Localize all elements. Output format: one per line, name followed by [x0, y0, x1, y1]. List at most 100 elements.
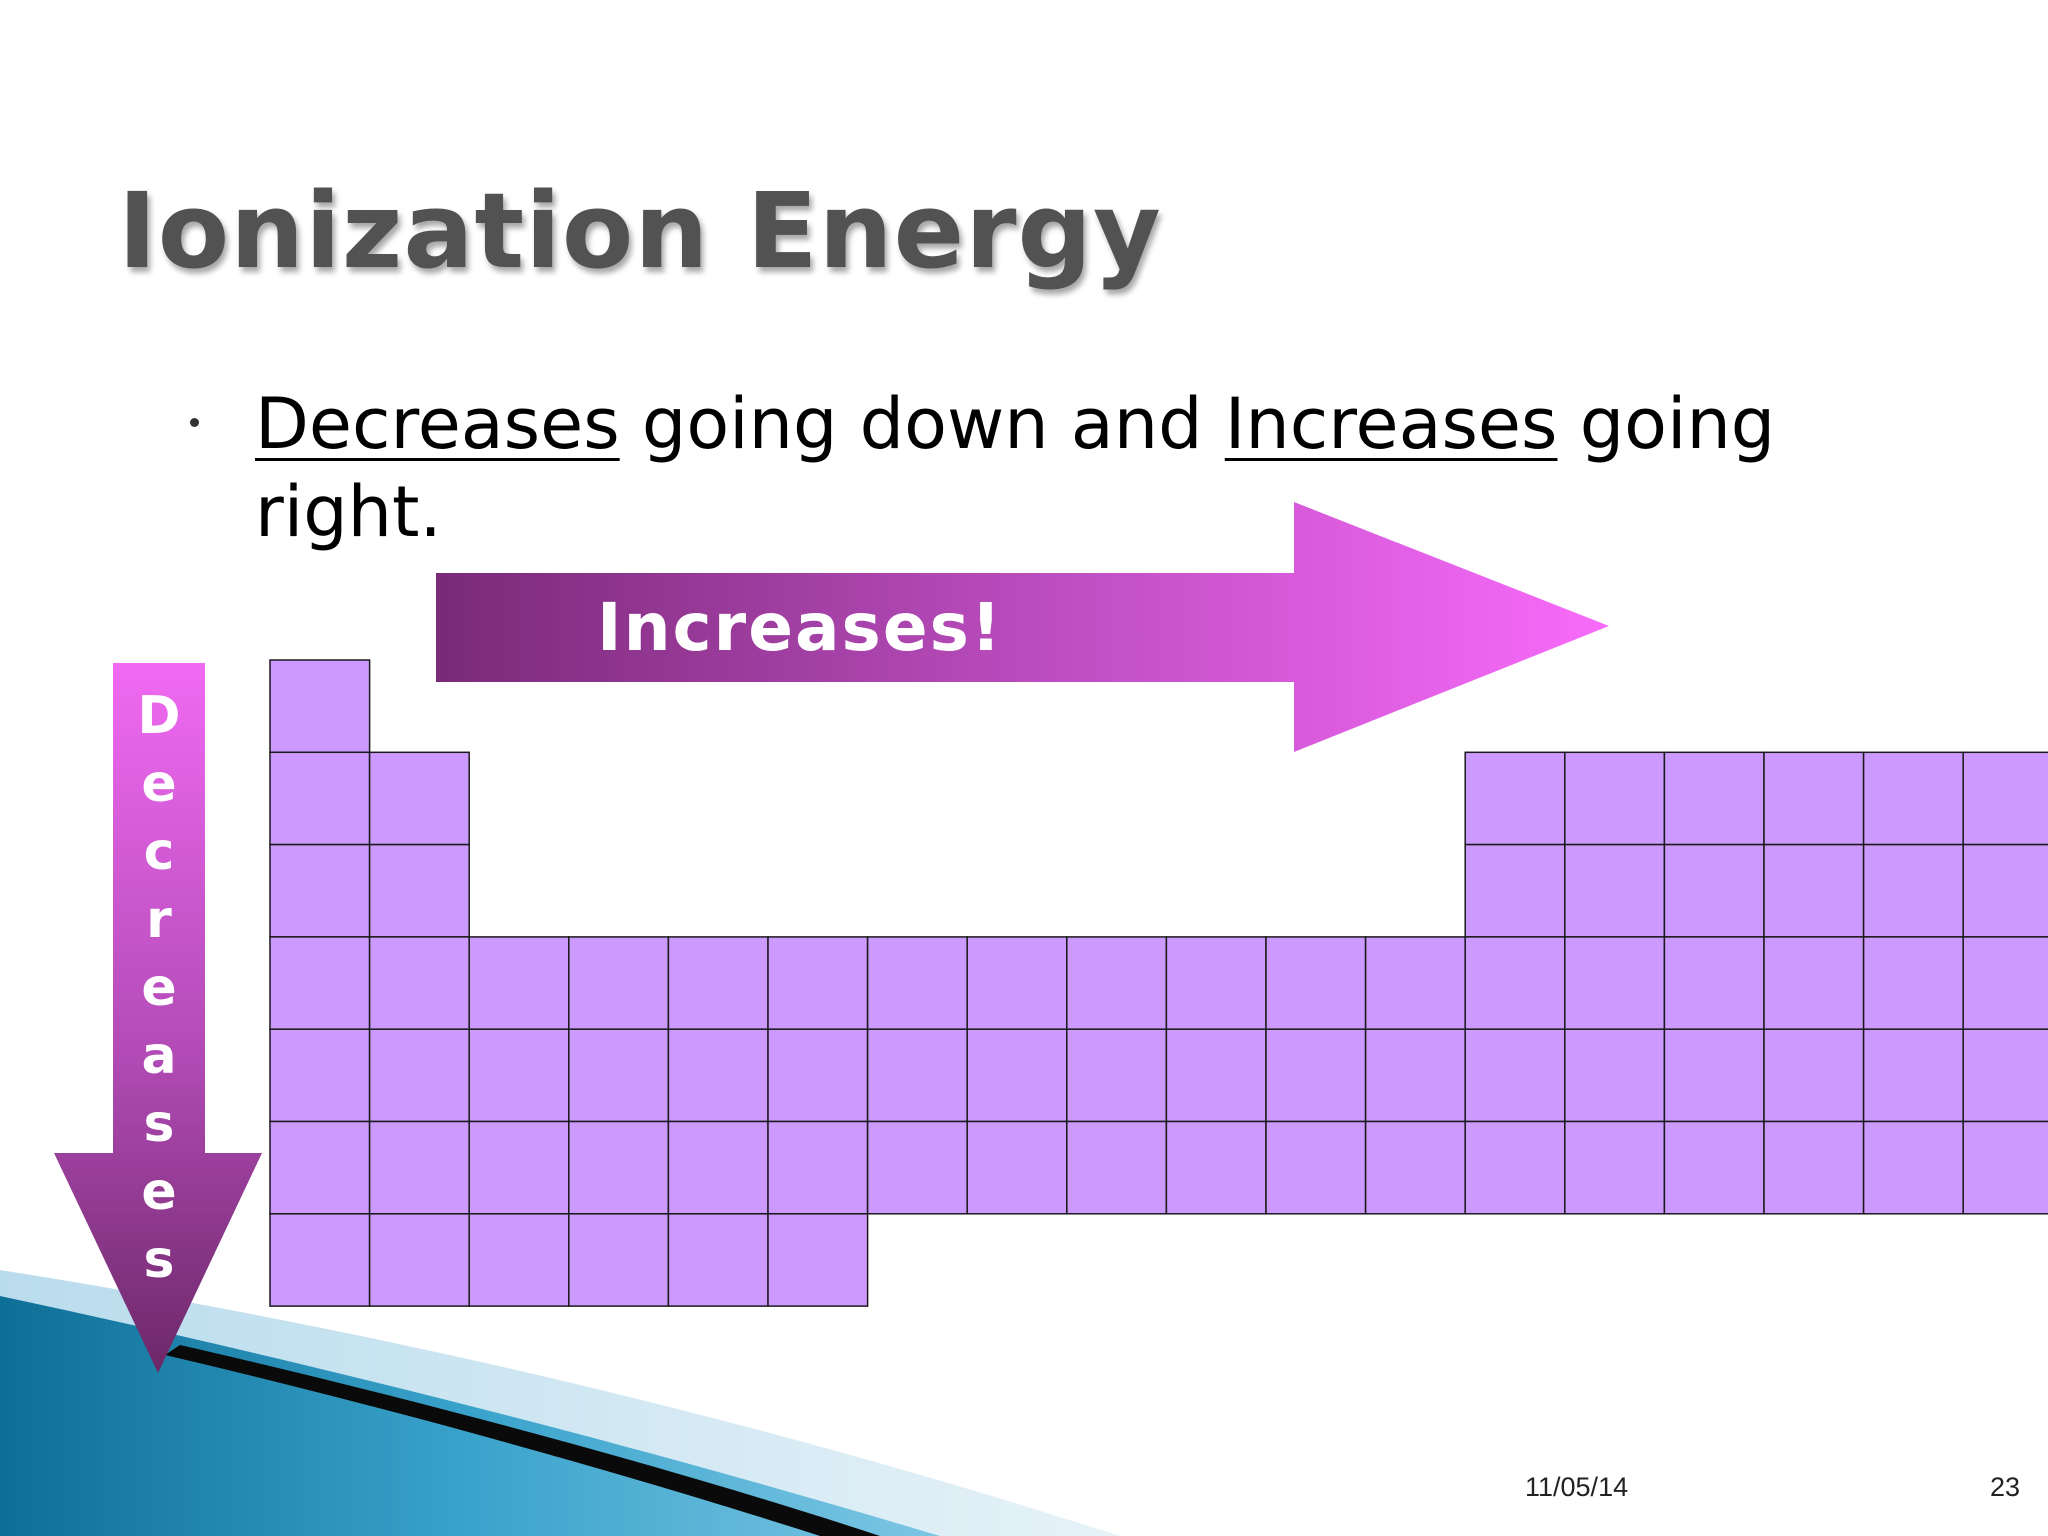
periodic-table-cell — [1364, 1028, 1466, 1123]
periodic-table-cell — [1265, 936, 1367, 1030]
periodic-table-cell — [1165, 1028, 1267, 1123]
periodic-table-cell — [368, 1028, 470, 1123]
periodic-table-cell — [1564, 936, 1666, 1030]
increases-arrow-label: Increases! — [597, 589, 1003, 666]
periodic-table-cell — [1962, 1120, 2048, 1215]
decreases-label-letter: D — [137, 686, 180, 746]
periodic-table-cell — [1066, 1120, 1168, 1215]
decreases-label-letter: s — [144, 1094, 175, 1154]
periodic-table-cell — [1663, 936, 1765, 1030]
periodic-table-cell — [269, 1028, 371, 1123]
periodic-table-cell — [1763, 1120, 1865, 1215]
periodic-table-cell — [767, 1120, 869, 1215]
periodic-table-cell — [1962, 843, 2048, 938]
periodic-table-cell — [1364, 936, 1466, 1030]
decreases-label-letter: e — [141, 1162, 176, 1222]
bullet-text-middle: going down and — [619, 383, 1225, 465]
periodic-table-cell — [269, 843, 371, 938]
periodic-table-cell — [1763, 936, 1865, 1030]
periodic-table-cell — [1862, 843, 1964, 938]
periodic-table-cell — [568, 1120, 670, 1215]
periodic-table-cell — [1066, 936, 1168, 1030]
periodic-table-cell — [269, 751, 371, 846]
periodic-table-cell — [767, 936, 869, 1030]
periodic-table-cell — [568, 1028, 670, 1123]
periodic-table-cell — [866, 936, 968, 1030]
periodic-table-cell — [568, 936, 670, 1030]
periodic-table-cell — [1165, 936, 1267, 1030]
periodic-table-cell — [1962, 751, 2048, 846]
decreases-label-letter: e — [141, 754, 176, 814]
periodic-table-cell — [966, 936, 1068, 1030]
periodic-table-cell — [966, 1120, 1068, 1215]
periodic-table-cell — [667, 1213, 769, 1307]
periodic-table-cell — [1265, 1028, 1367, 1123]
bullet-point-icon — [190, 418, 199, 427]
periodic-table-cell — [1265, 1120, 1367, 1215]
periodic-table-cell — [368, 1213, 470, 1307]
slide-number: 23 — [1989, 1472, 2020, 1502]
periodic-table-cell — [568, 1213, 670, 1307]
periodic-table-cell — [1962, 1028, 2048, 1123]
periodic-table-cell — [1862, 1120, 1964, 1215]
periodic-table-cell — [1564, 843, 1666, 938]
decreases-arrow: Decreases — [54, 663, 262, 1373]
decreases-label-letter: c — [144, 822, 175, 882]
periodic-table-cell — [368, 751, 470, 846]
periodic-table-cell — [1663, 751, 1765, 846]
periodic-table-cell — [269, 659, 371, 754]
slide-title: Ionization Energy — [118, 170, 1162, 292]
bullet-decreases-word: Decreases — [255, 383, 620, 465]
periodic-table-cell — [1663, 1028, 1765, 1123]
periodic-table-cell — [1862, 936, 1964, 1030]
bullet-text: Decreases going down and Increases going… — [255, 380, 1905, 556]
periodic-table-cell — [1464, 936, 1566, 1030]
periodic-table-grid — [269, 659, 2048, 1307]
periodic-table-cell — [1962, 936, 2048, 1030]
periodic-table-cell — [667, 936, 769, 1030]
periodic-table-cell — [667, 1028, 769, 1123]
periodic-table-cell — [1364, 1120, 1466, 1215]
decreases-label-letter: s — [144, 1230, 175, 1290]
decreases-label-letter: e — [141, 958, 176, 1018]
decreases-arrow-label: Decreases — [137, 686, 180, 1290]
periodic-table-cell — [1464, 751, 1566, 846]
periodic-table-cell — [1564, 751, 1666, 846]
periodic-table-cell — [468, 1213, 570, 1307]
periodic-table-cell — [1763, 751, 1865, 846]
periodic-table-cell — [1165, 1120, 1267, 1215]
bullet-text-end: going right. — [255, 383, 1776, 553]
periodic-table-cell — [1464, 843, 1566, 938]
periodic-table-cell — [1663, 1120, 1765, 1215]
decreases-label-letter: a — [141, 1026, 176, 1086]
periodic-table-cell — [269, 936, 371, 1030]
periodic-table-cell — [468, 1120, 570, 1215]
periodic-table-cell — [866, 1028, 968, 1123]
periodic-table-cell — [767, 1213, 869, 1307]
decreases-arrow-shape — [54, 663, 262, 1373]
periodic-table-cell — [468, 1028, 570, 1123]
decreases-label-letter: r — [146, 890, 172, 950]
periodic-table-cell — [1564, 1028, 1666, 1123]
periodic-table-cell — [1464, 1120, 1566, 1215]
periodic-table-cell — [269, 1213, 371, 1307]
periodic-table-cell — [1763, 843, 1865, 938]
periodic-table-cell — [866, 1120, 968, 1215]
periodic-table-cell — [1862, 751, 1964, 846]
increases-arrow-shape — [436, 502, 1609, 752]
footer-date: 11/05/14 — [1525, 1472, 1629, 1502]
periodic-table-cell — [1464, 1028, 1566, 1123]
periodic-table-cell — [368, 843, 470, 938]
periodic-table-cell — [966, 1028, 1068, 1123]
periodic-table-cell — [269, 1120, 371, 1215]
periodic-table-cell — [1663, 843, 1765, 938]
periodic-table-cell — [667, 1120, 769, 1215]
periodic-table-cell — [468, 936, 570, 1030]
increases-arrow: Increases! — [436, 502, 1609, 752]
bullet-increases-word: Increases — [1224, 383, 1558, 465]
periodic-table-cell — [1862, 1028, 1964, 1123]
periodic-table-cell — [767, 1028, 869, 1123]
periodic-table-cell — [368, 936, 470, 1030]
